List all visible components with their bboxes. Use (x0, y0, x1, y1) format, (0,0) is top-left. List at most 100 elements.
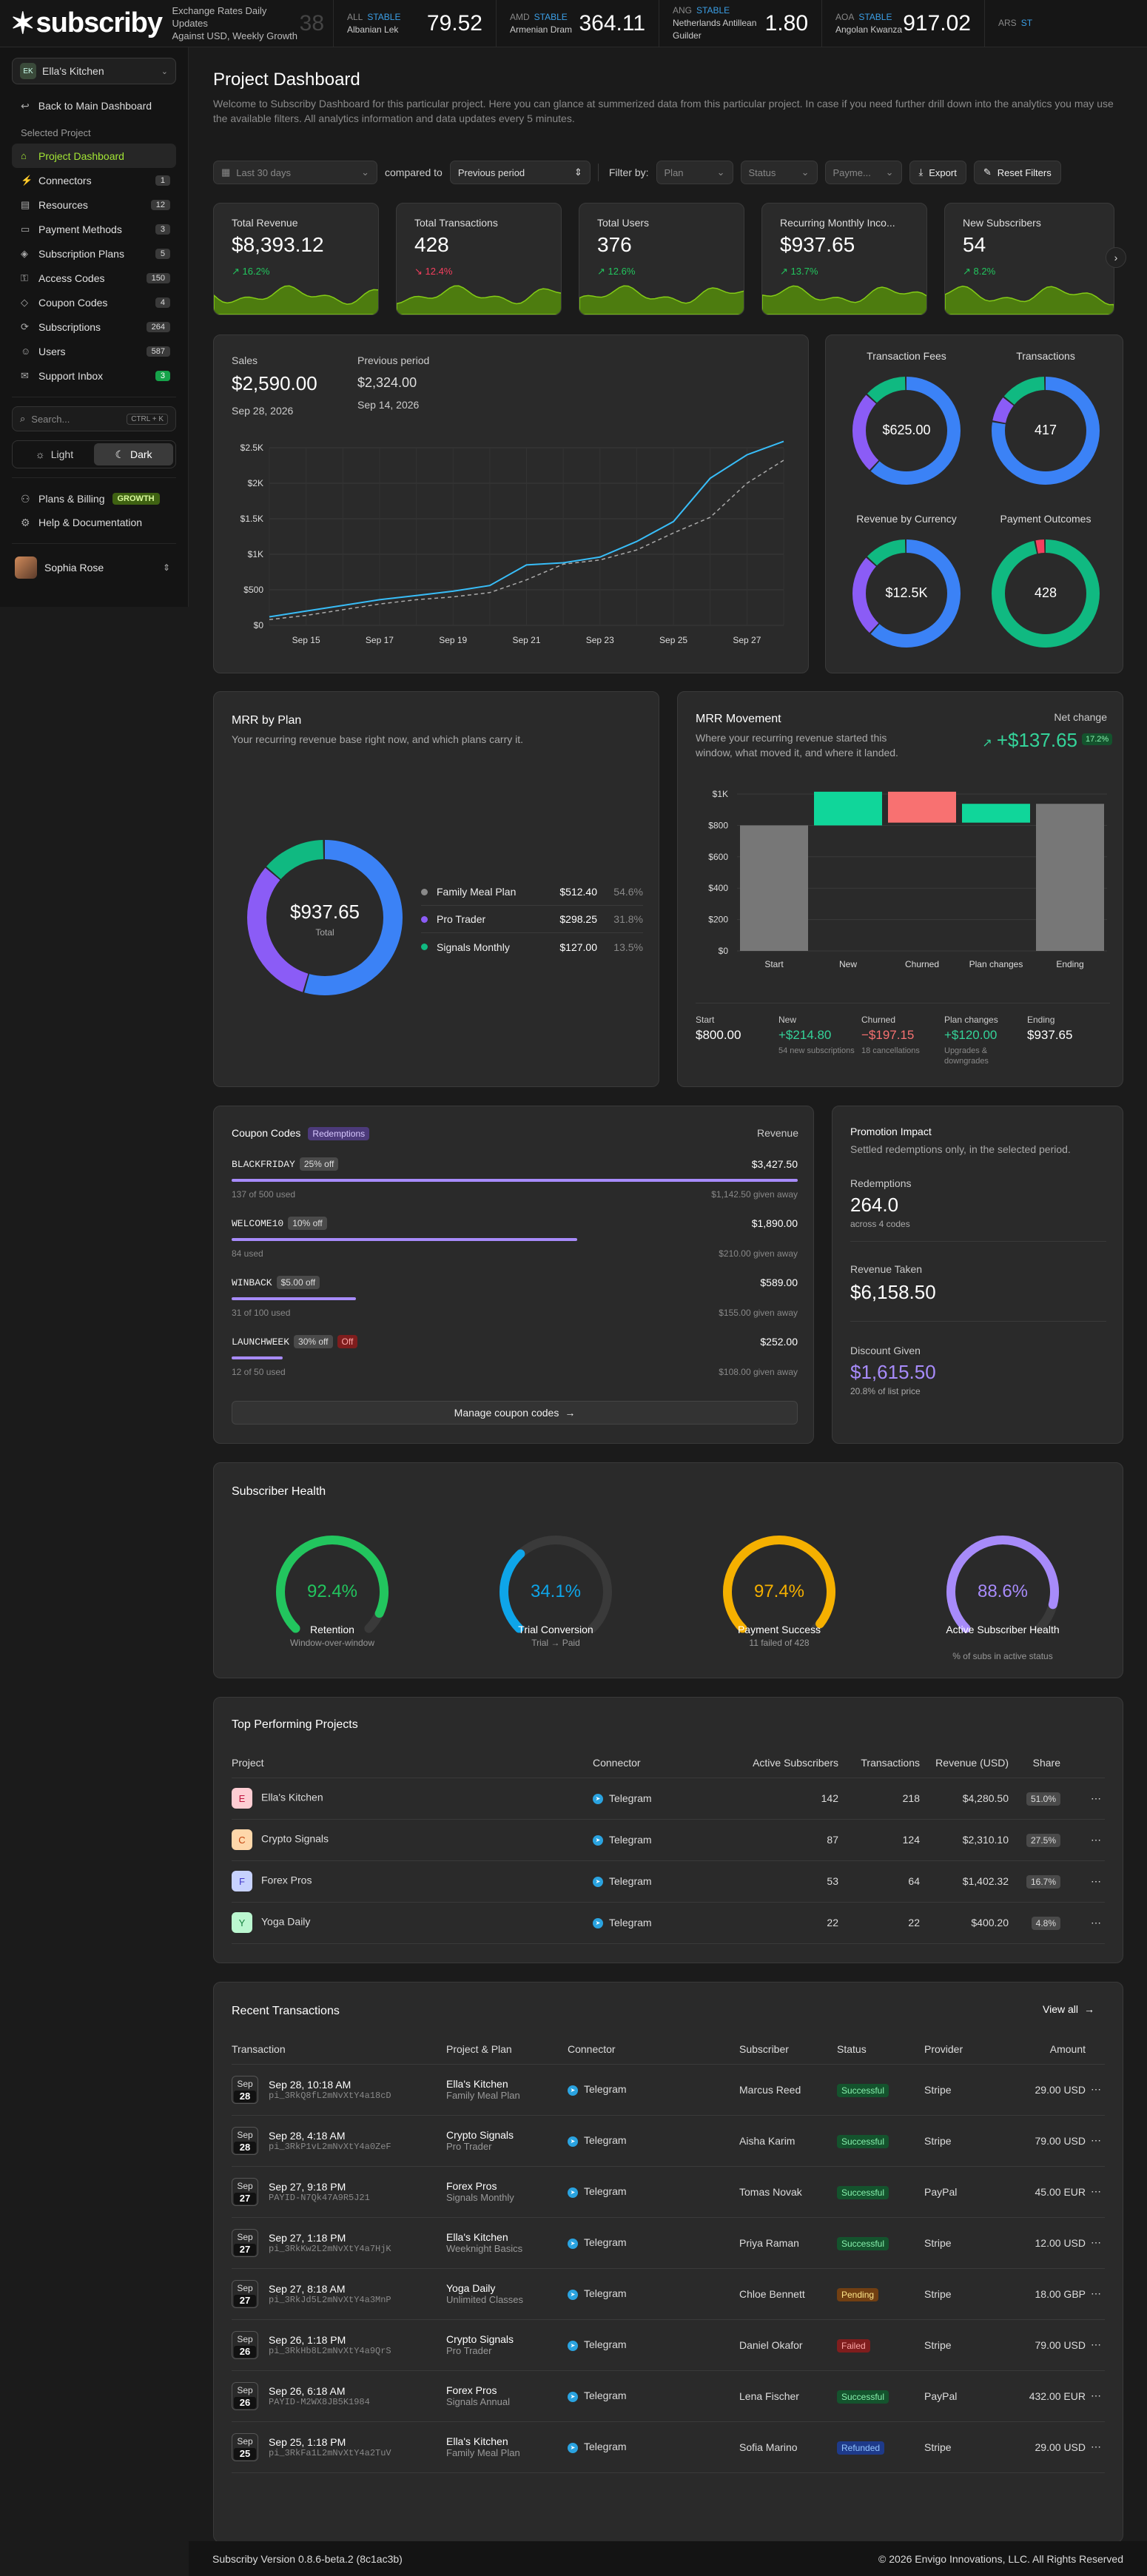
logo[interactable]: ✶ subscriby (0, 0, 172, 47)
transaction-id: pi_3RkQ8fL2mNvXtY4a18cD (269, 2090, 391, 2101)
coupon-header: BLACKFRIDAY 25% off $3,427.50 (232, 1155, 798, 1173)
plans-billing-link[interactable]: ⚇ Plans & Billing GROWTH (12, 487, 176, 511)
more-icon[interactable]: ⋯ (1086, 2115, 1105, 2167)
table-row[interactable]: Sep 25 Sep 25, 1:18 PM pi_3RkFa1L2mNvXtY4a2… (232, 2421, 1105, 2473)
table-row[interactable]: Sep 28 Sep 28, 10:18 AM pi_3RkQ8fL2mNvXtY4a… (232, 2064, 1105, 2116)
kpi-card[interactable]: New Subscribers 54 ↗ 8.2% (944, 203, 1114, 315)
sidebar-item-resources[interactable]: ▤ Resources 12 (12, 192, 176, 217)
gauge-sub: 11 failed of 428 (749, 1638, 810, 1648)
more-icon[interactable]: ⋯ (1060, 1819, 1105, 1861)
more-icon[interactable]: ⋯ (1086, 2064, 1105, 2116)
kpi-card[interactable]: Total Revenue $8,393.12 ↗ 16.2% (213, 203, 379, 315)
more-icon[interactable]: ⋯ (1060, 1860, 1105, 1903)
more-icon[interactable]: ⋯ (1086, 2217, 1105, 2269)
dark-mode-button[interactable]: ☾ Dark (94, 443, 173, 465)
table-row[interactable]: Sep 26 Sep 26, 1:18 PM pi_3RkHb8L2mNvXtY4a9… (232, 2319, 1105, 2371)
kpi-card[interactable]: Total Transactions 428 ↘ 12.4% (396, 203, 562, 315)
kpi-sparkline-area (214, 285, 378, 315)
plan-pct: 31.8% (613, 913, 643, 925)
transaction-id: pi_3RkJd5L2mNvXtY4a3MnP (269, 2294, 391, 2305)
plan-value: $298.25 (559, 913, 597, 925)
arrow-right-icon: → (565, 1407, 576, 1419)
brand-name: subscriby (36, 7, 164, 38)
payment-filter[interactable]: Payme... ⌄ (824, 161, 902, 184)
sidebar-item-access-codes[interactable]: ⚿ Access Codes 150 (12, 266, 176, 290)
more-icon[interactable]: ⋯ (1086, 2268, 1105, 2320)
coupon-revenue: $1,890.00 (751, 1217, 798, 1229)
reset-filters-button[interactable]: ✎ Reset Filters (973, 161, 1061, 184)
refresh-icon: ⟳ (21, 320, 29, 332)
light-mode-button[interactable]: ☼ Light (15, 443, 94, 465)
table-row[interactable]: C Crypto Signals ➤ Telegram 87 124 $2,310.10 27… (232, 1819, 1105, 1861)
coupon-row[interactable]: WINBACK $5.00 off $589.00 31 of 100 used $15… (232, 1274, 798, 1333)
donut-segment (852, 377, 961, 485)
discount-value: $1,615.50 (850, 1361, 936, 1383)
x-tick-label: Sep 21 (512, 635, 540, 645)
sidebar-item-coupon-codes[interactable]: ◇ Coupon Codes 4 (12, 290, 176, 315)
sidebar-item-project-dashboard[interactable]: ⌂ Project Dashboard (12, 144, 176, 168)
sidebar-item-subscriptions[interactable]: ⟳ Subscriptions 264 (12, 315, 176, 339)
sidebar-item-subscription-plans[interactable]: ◈ Subscription Plans 5 (12, 241, 176, 266)
table-row[interactable]: E Ella's Kitchen ➤ Telegram 142 218 $4,280.50 5… (232, 1778, 1105, 1820)
more-icon[interactable]: ⋯ (1060, 1902, 1105, 1944)
table-row[interactable]: Sep 27 Sep 27, 1:18 PM pi_3RkKw2L2mNvXtY4a7… (232, 2217, 1105, 2269)
sidebar-item-support-inbox[interactable]: ✉ Support Inbox 3 (12, 363, 176, 388)
donut-title: Payment Outcomes (1000, 513, 1092, 525)
top-projects-card: Top Performing Projects Project Connector… (213, 1697, 1123, 1963)
plan-name: Signals Monthly (446, 2192, 514, 2203)
back-to-main-link[interactable]: ↩ Back to Main Dashboard (12, 95, 176, 117)
compare-period-select[interactable]: Previous period ⇕ (449, 161, 591, 184)
project-selector[interactable]: EK Ella's Kitchen ⌄ (12, 58, 176, 84)
more-icon[interactable]: ⋯ (1086, 2166, 1105, 2218)
help-label: Help & Documentation (38, 517, 143, 528)
more-icon[interactable]: ⋯ (1086, 2421, 1105, 2473)
ticker-item-label: ALL STABLE Albanian Lek (347, 11, 401, 36)
status-filter[interactable]: Status ⌄ (740, 161, 818, 184)
x-tick-label: New (839, 959, 857, 969)
coupon-row[interactable]: LAUNCHWEEK 30% off Off $252.00 12 of 50 used… (232, 1333, 798, 1392)
date-range-select[interactable]: ▦ Last 30 days ⌄ (213, 161, 377, 184)
share-badge: 16.7% (1026, 1875, 1060, 1889)
transaction-id: pi_3RkKw2L2mNvXtY4a7HjK (269, 2243, 391, 2254)
telegram-icon: ➤ (568, 2289, 578, 2300)
kpi-delta: ↗ 13.7% (780, 266, 818, 278)
coupon-row[interactable]: BLACKFRIDAY 25% off $3,427.50 137 of 500 us… (232, 1155, 798, 1214)
table-row[interactable]: Sep 28 Sep 28, 4:18 AM pi_3RkP1vL2mNvXtY4a0… (232, 2115, 1105, 2167)
sidebar-item-payment-methods[interactable]: ▭ Payment Methods 3 (12, 217, 176, 241)
x-tick-label: Sep 25 (659, 635, 687, 645)
table-row[interactable]: Sep 27 Sep 27, 9:18 PM PAYID-N7Qk47A9R5J21 F… (232, 2166, 1105, 2218)
view-all-link[interactable]: View all → (1043, 2003, 1094, 2015)
more-icon[interactable]: ⋯ (1060, 1778, 1105, 1820)
compare-period-value: Previous period (457, 167, 525, 178)
table-row[interactable]: Sep 27 Sep 27, 8:18 AM pi_3RkJd5L2mNvXtY4a3… (232, 2268, 1105, 2320)
x-tick-label: Sep 19 (439, 635, 467, 645)
sidebar-item-badge: 5 (155, 248, 170, 259)
status-cell: Successful (837, 2115, 924, 2167)
help-link[interactable]: ⚙ Help & Documentation (12, 511, 176, 534)
connector-cell: ➤ Telegram (568, 2064, 739, 2116)
chevron-down-icon: ⌄ (161, 67, 168, 76)
transaction-id: pi_3RkP1vL2mNvXtY4a0ZeF (269, 2141, 391, 2152)
coupon-row[interactable]: WELCOME10 10% off $1,890.00 84 used $210.00 … (232, 1214, 798, 1274)
x-tick-label: Churned (905, 959, 939, 969)
table-row[interactable]: Y Yoga Daily ➤ Telegram 22 22 $400.20 4.8% ⋯ (232, 1902, 1105, 1944)
table-row[interactable]: F Forex Pros ➤ Telegram 53 64 $1,402.32 16.7% ⋯ (232, 1860, 1105, 1903)
export-button[interactable]: ⤓ Export (909, 161, 966, 184)
kpi-card[interactable]: Total Users 376 ↗ 12.6% (579, 203, 744, 315)
transaction-time: Sep 27, 9:18 PM (269, 2180, 346, 2193)
calendar-icon: ▦ (221, 167, 231, 178)
manage-coupons-button[interactable]: Manage coupon codes → (232, 1401, 798, 1425)
chevron-right-icon[interactable]: › (1106, 247, 1126, 268)
more-icon[interactable]: ⋯ (1086, 2319, 1105, 2371)
status-badge: Successful (837, 2185, 889, 2199)
user-menu[interactable]: Sophia Rose ⇕ (12, 553, 176, 582)
plan-filter[interactable]: Plan ⌄ (656, 161, 733, 184)
sidebar-item-users[interactable]: ☺ Users 587 (12, 339, 176, 363)
table-header: Transaction Project & Plan Connector Subscr… (232, 2034, 1105, 2065)
trend-up-icon: ↗ (963, 266, 974, 277)
search-input[interactable]: ⌕ Search... CTRL + K (12, 406, 176, 431)
table-row[interactable]: Sep 26 Sep 26, 6:18 AM PAYID-M2WX8JB5K1984 F… (232, 2370, 1105, 2422)
sidebar-item-connectors[interactable]: ⚡ Connectors 1 (12, 168, 176, 192)
more-icon[interactable]: ⋯ (1086, 2370, 1105, 2422)
kpi-card[interactable]: Recurring Monthly Inco... $937.65 ↗ 13.7% (761, 203, 927, 315)
